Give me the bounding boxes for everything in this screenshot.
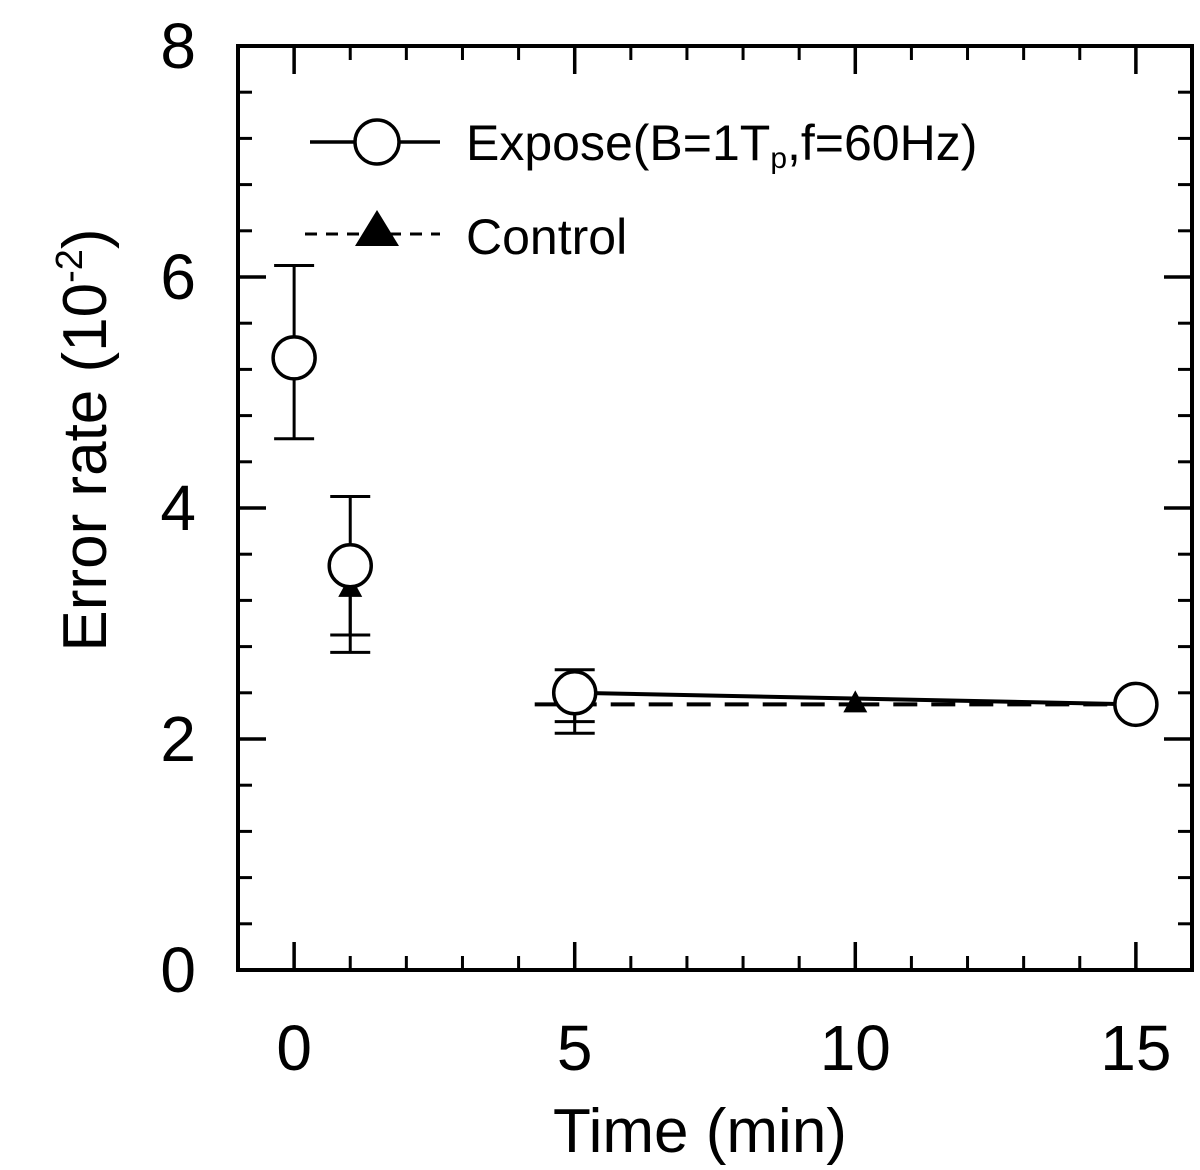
expose-line-segment	[574, 690, 1136, 707]
legend-marker-open-circle	[353, 118, 401, 166]
legend-item-expose: Expose(B=1Tp,f=60Hz)	[310, 115, 977, 175]
x-axis-title: Time (min)	[553, 1097, 847, 1166]
legend: Expose(B=1Tp,f=60Hz) Control	[305, 115, 977, 265]
y-tick-label: 0	[160, 934, 196, 1006]
legend-item-control: Control	[305, 209, 627, 265]
tick-labels: 0 5 10 15 0 2 4 6 8	[160, 10, 1171, 1084]
x-tick-label: 10	[820, 1012, 891, 1084]
legend-marker-filled-triangle	[355, 210, 399, 246]
control-point	[843, 690, 868, 713]
legend-label-control: Control	[466, 209, 627, 265]
y-tick-label: 6	[160, 241, 196, 313]
y-axis-title: Error rate (10-2)	[49, 228, 120, 651]
minor-ticks	[236, 46, 1194, 970]
y-axis-title-close: )	[51, 228, 120, 249]
expose-point	[1113, 681, 1159, 728]
expose-point	[551, 670, 598, 716]
x-tick-label: 0	[276, 1012, 312, 1084]
x-tick-label: 15	[1100, 1012, 1171, 1084]
y-axis-title-main: Error rate (10	[51, 283, 120, 652]
y-tick-label: 4	[160, 472, 196, 544]
y-tick-label: 8	[160, 10, 196, 82]
plot-frame	[236, 44, 1194, 972]
legend-label-expose: Expose(B=1Tp,f=60Hz)	[466, 115, 977, 175]
series-layer	[271, 263, 1159, 735]
y-axis-title-exponent: -2	[49, 249, 91, 283]
expose-point	[327, 543, 373, 589]
major-ticks	[238, 44, 1192, 972]
y-tick-label: 2	[160, 703, 196, 775]
x-tick-label: 5	[557, 1012, 593, 1084]
expose-point	[271, 335, 317, 381]
